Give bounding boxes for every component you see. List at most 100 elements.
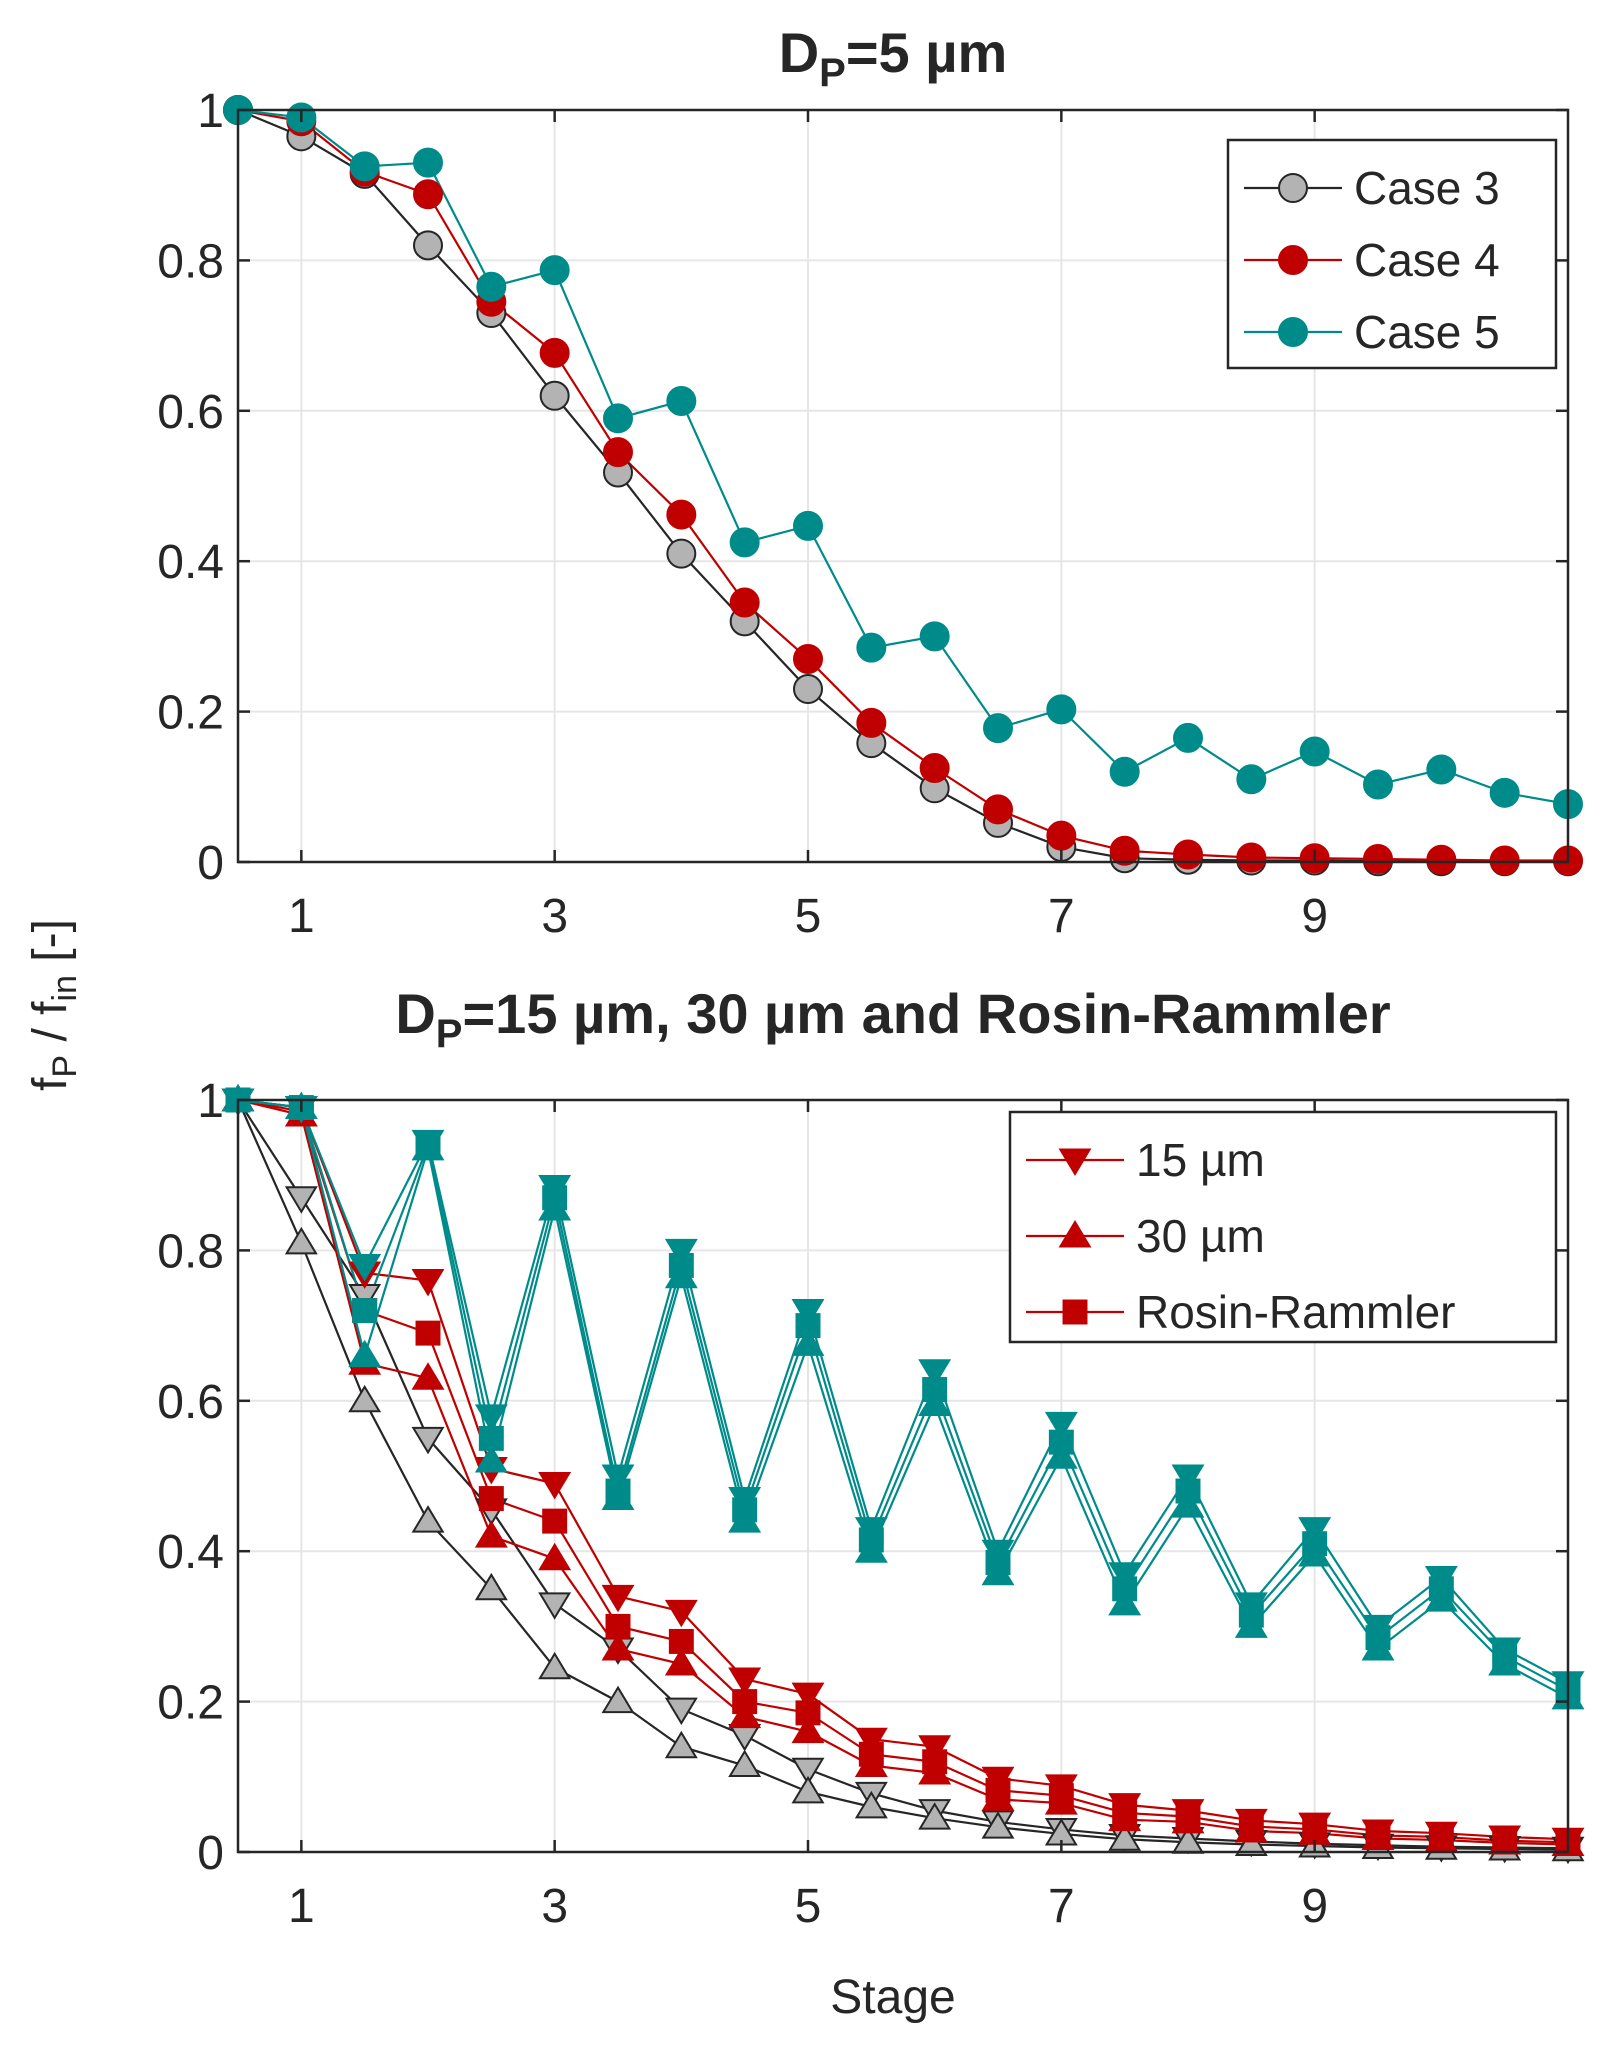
legend-0: Case 3 Case 4 Case 5 — [1226, 138, 1558, 370]
data-point-0-2-15 — [1173, 722, 1203, 753]
data-point-1-4-3 — [415, 1320, 441, 1346]
y-tick-label: 0.4 — [157, 1526, 224, 1579]
data-point-1-6-13 — [1044, 1441, 1078, 1469]
data-point-1-6-15 — [1171, 1490, 1205, 1518]
y-tick-label: 1 — [197, 1075, 224, 1128]
data-point-1-4-7 — [668, 1628, 694, 1654]
series-line-1-6 — [237, 1098, 1569, 1699]
axes-frame-1 — [236, 1098, 1570, 1854]
series-line-1-2 — [237, 1098, 1569, 1841]
x-tick-label: 7 — [1048, 1880, 1075, 1933]
data-point-1-5-9 — [791, 1299, 825, 1327]
data-point-1-7-19 — [1428, 1576, 1454, 1602]
data-point-0-2-17 — [1299, 736, 1330, 767]
legend-marker — [1278, 245, 1308, 275]
data-point-1-1-7 — [664, 1730, 698, 1759]
data-point-1-3-4 — [474, 1520, 508, 1548]
data-point-0-1-16 — [1236, 842, 1267, 873]
legend-label: Rosin-Rammler — [1136, 1286, 1455, 1338]
data-point-0-1-7 — [666, 499, 697, 530]
data-point-1-7-7 — [668, 1252, 694, 1278]
x-tick-label: 3 — [541, 890, 568, 943]
data-point-1-1-14 — [1108, 1823, 1142, 1851]
data-point-1-7-13 — [1048, 1429, 1074, 1455]
data-point-1-5-13 — [1044, 1411, 1078, 1440]
data-point-0-1-19 — [1426, 844, 1457, 875]
data-point-1-0-8 — [728, 1723, 762, 1752]
data-point-1-1-5 — [538, 1651, 572, 1680]
series-line-1-3 — [237, 1098, 1569, 1846]
data-point-0-1-12 — [983, 794, 1013, 825]
y-tick-label: 0.8 — [157, 1225, 224, 1278]
legend-marker — [1058, 1148, 1092, 1176]
y-tick-label: 0 — [197, 1827, 224, 1880]
data-point-1-1-11 — [918, 1802, 952, 1830]
data-point-1-4-17 — [1302, 1816, 1328, 1842]
data-point-0-1-18 — [1363, 843, 1393, 874]
data-point-1-0-3 — [411, 1426, 445, 1455]
series-line-1-4 — [237, 1098, 1569, 1844]
data-point-0-0-5 — [539, 380, 570, 411]
legend-box — [1008, 1110, 1558, 1344]
data-point-1-7-10 — [858, 1527, 884, 1553]
data-point-1-3-7 — [664, 1648, 698, 1676]
x-tick-label: 5 — [795, 1880, 822, 1933]
data-point-1-5-2 — [348, 1253, 382, 1282]
data-point-1-4-13 — [1048, 1783, 1074, 1809]
data-point-0-1-15 — [1173, 839, 1203, 870]
data-point-1-0-5 — [538, 1592, 572, 1620]
series-line-1-1 — [236, 1099, 1569, 1851]
y-tick-label: 0.2 — [157, 687, 224, 740]
data-point-0-2-10 — [856, 632, 887, 663]
data-point-0-1-9 — [793, 643, 823, 674]
data-point-1-7-16 — [1238, 1602, 1264, 1628]
data-point-1-4-19 — [1428, 1824, 1454, 1850]
series-line-0-2 — [237, 108, 1569, 806]
data-point-1-7-9 — [795, 1313, 821, 1339]
data-point-1-0-1 — [284, 1186, 318, 1214]
data-point-1-6-14 — [1108, 1587, 1142, 1616]
data-point-0-0-9 — [793, 674, 823, 705]
data-point-1-7-2 — [352, 1298, 378, 1324]
data-point-1-0-9 — [791, 1757, 825, 1786]
data-point-1-5-6 — [601, 1464, 635, 1492]
data-point-1-7-17 — [1302, 1531, 1328, 1557]
legend-marker — [1278, 317, 1308, 347]
data-point-0-1-10 — [856, 707, 887, 738]
data-point-1-3-5 — [538, 1542, 572, 1571]
data-point-1-4-16 — [1238, 1813, 1264, 1839]
legend-marker — [1062, 1299, 1088, 1325]
data-point-0-2-11 — [919, 621, 950, 652]
data-point-0-2-12 — [983, 713, 1013, 744]
data-point-1-7-3 — [415, 1132, 441, 1158]
data-point-1-4-11 — [922, 1749, 948, 1775]
data-point-1-7-5 — [542, 1185, 568, 1211]
data-point-1-4-8 — [732, 1689, 758, 1715]
data-point-1-3-8 — [728, 1700, 762, 1729]
data-point-1-4-15 — [1175, 1804, 1201, 1830]
data-point-0-2-19 — [1426, 754, 1457, 785]
data-point-0-2-20 — [1489, 777, 1520, 808]
data-point-1-1-16 — [1234, 1828, 1268, 1856]
x-tick-label: 7 — [1048, 890, 1075, 943]
data-point-1-2-8 — [728, 1667, 762, 1695]
data-point-0-2-6 — [603, 403, 633, 434]
legend-label: Case 5 — [1354, 306, 1500, 358]
data-point-0-1-5 — [539, 337, 570, 368]
data-point-0-2-7 — [666, 386, 697, 417]
data-point-1-4-12 — [985, 1777, 1011, 1803]
data-point-1-5-11 — [918, 1359, 952, 1387]
legend-marker — [1278, 173, 1308, 203]
data-point-1-2-10 — [854, 1727, 888, 1756]
y-tick-label: 0.8 — [157, 235, 224, 288]
data-point-0-2-5 — [539, 255, 570, 286]
data-point-1-3-6 — [601, 1633, 635, 1661]
data-point-0-2-9 — [793, 510, 823, 541]
data-point-1-7-15 — [1175, 1478, 1201, 1504]
data-point-0-2-14 — [1109, 756, 1140, 787]
legend-label: 30 µm — [1136, 1210, 1265, 1262]
x-tick-label: 3 — [541, 1880, 568, 1933]
legend-label: Case 3 — [1354, 162, 1500, 214]
y-tick-label: 1 — [197, 85, 224, 138]
